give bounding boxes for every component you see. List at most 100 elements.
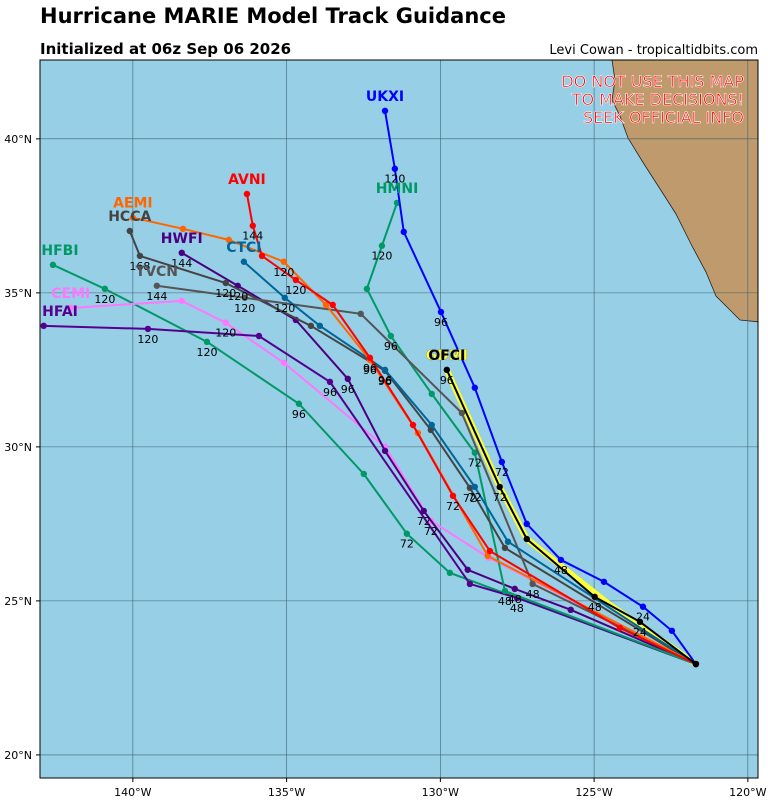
track-line <box>52 263 697 665</box>
track-point <box>449 492 457 500</box>
warning-text: DO NOT USE THIS MAP <box>561 72 744 91</box>
series-label: HWFI <box>161 231 203 247</box>
track-point <box>486 547 494 555</box>
track-point <box>126 227 133 235</box>
track-point <box>403 530 411 537</box>
track-point <box>49 261 57 269</box>
track-point <box>511 585 518 593</box>
series-label: AVNI <box>228 172 266 188</box>
track-point <box>178 249 185 257</box>
y-tick-label: 35°N <box>4 287 32 300</box>
track-line <box>445 369 697 665</box>
series-label: TVCN <box>136 264 178 280</box>
track-point <box>322 301 330 309</box>
series-label: AEMI <box>113 196 153 212</box>
track-point <box>225 236 233 244</box>
track-point <box>144 325 152 333</box>
forecast-hour-label: 48 <box>498 595 512 608</box>
plot-frame <box>39 59 759 779</box>
track-point <box>501 544 509 552</box>
track-point <box>280 258 288 265</box>
track-point <box>240 258 248 265</box>
forecast-hour-label: 168 <box>129 260 150 273</box>
forecast-hour-label: 144 <box>146 290 167 303</box>
track-point <box>366 354 374 362</box>
track-point <box>498 458 506 466</box>
track-point <box>466 484 474 492</box>
forecast-hour-label: 24 <box>633 626 647 639</box>
track-point <box>40 322 47 330</box>
forecast-hour-label: 96 <box>363 364 377 377</box>
forecast-hour-label: 120 <box>196 346 217 359</box>
track-point <box>280 359 288 366</box>
track-point <box>591 593 598 601</box>
forecast-hour-label: 48 <box>588 601 602 614</box>
chart-subtitle: Initialized at 06z Sep 06 2026 <box>40 40 291 58</box>
forecast-hour-label: 72 <box>424 525 438 538</box>
series-label: UKXI <box>366 89 404 105</box>
credit: Levi Cowan - tropicaltidbits.com <box>549 43 758 58</box>
forecast-hour-label: 96 <box>384 340 398 353</box>
track-point <box>427 426 435 434</box>
track-point <box>616 624 624 632</box>
forecast-hour-label: 96 <box>341 383 355 396</box>
track-point <box>222 279 229 287</box>
track-point <box>692 660 700 668</box>
series-label: OFCI <box>428 348 465 364</box>
track-line <box>156 284 697 665</box>
track-point <box>437 308 445 316</box>
track-point <box>241 294 248 301</box>
track-point <box>600 578 608 585</box>
forecast-hour-label: 144 <box>171 257 192 270</box>
track-point <box>153 282 161 289</box>
forecast-hour-label: 48 <box>526 588 540 601</box>
forecast-hour-label: 72 <box>400 538 414 551</box>
warning-text: TO MAKE DECISIONS! <box>571 90 744 109</box>
x-tick-label: 130°W <box>422 786 459 799</box>
track-point <box>387 332 395 340</box>
track-point <box>329 301 336 309</box>
track-line <box>70 299 697 665</box>
track-point <box>344 375 352 383</box>
forecast-hour-label: 96 <box>378 375 392 388</box>
track-point <box>363 285 371 293</box>
forecast-hour-label: 24 <box>636 611 650 624</box>
forecast-hour-label: 120 <box>234 302 255 315</box>
track-point <box>295 400 303 407</box>
x-tick-label: 140°W <box>114 786 151 799</box>
track-point <box>381 366 389 374</box>
track-point <box>420 507 427 515</box>
track-point <box>381 447 389 455</box>
forecast-hour-label: 120 <box>227 290 248 303</box>
series-label: HCCA <box>108 209 151 225</box>
forecast-hour-label: 120 <box>384 173 405 186</box>
forecast-hour-label: 120 <box>285 284 306 297</box>
track-point <box>316 322 324 330</box>
track-point <box>326 378 334 386</box>
track-point <box>381 107 389 115</box>
track-point <box>243 190 251 198</box>
track-point <box>529 580 536 588</box>
x-tick-label: 135°W <box>268 786 305 799</box>
track-point <box>360 470 367 478</box>
track-point <box>443 366 451 374</box>
land <box>611 60 758 323</box>
forecast-hour-label: 96 <box>440 374 454 387</box>
track-point <box>101 285 109 293</box>
forecast-hour-label: 48 <box>554 564 568 577</box>
y-tick-label: 40°N <box>4 133 32 146</box>
track-point <box>668 627 676 634</box>
track-point <box>504 538 512 545</box>
track-point <box>391 165 399 172</box>
y-tick-label: 20°N <box>4 749 32 762</box>
track-point <box>292 276 300 284</box>
track-point <box>446 569 454 577</box>
forecast-hour-label: 144 <box>242 230 263 243</box>
warning-text: SEEK OFFICIAL INFO <box>583 108 744 127</box>
forecast-hour-label: 96 <box>378 374 392 387</box>
track-point <box>523 535 530 543</box>
x-tick-label: 125°W <box>575 786 612 799</box>
forecast-hour-label: 120 <box>274 302 295 315</box>
track-point <box>281 294 288 301</box>
